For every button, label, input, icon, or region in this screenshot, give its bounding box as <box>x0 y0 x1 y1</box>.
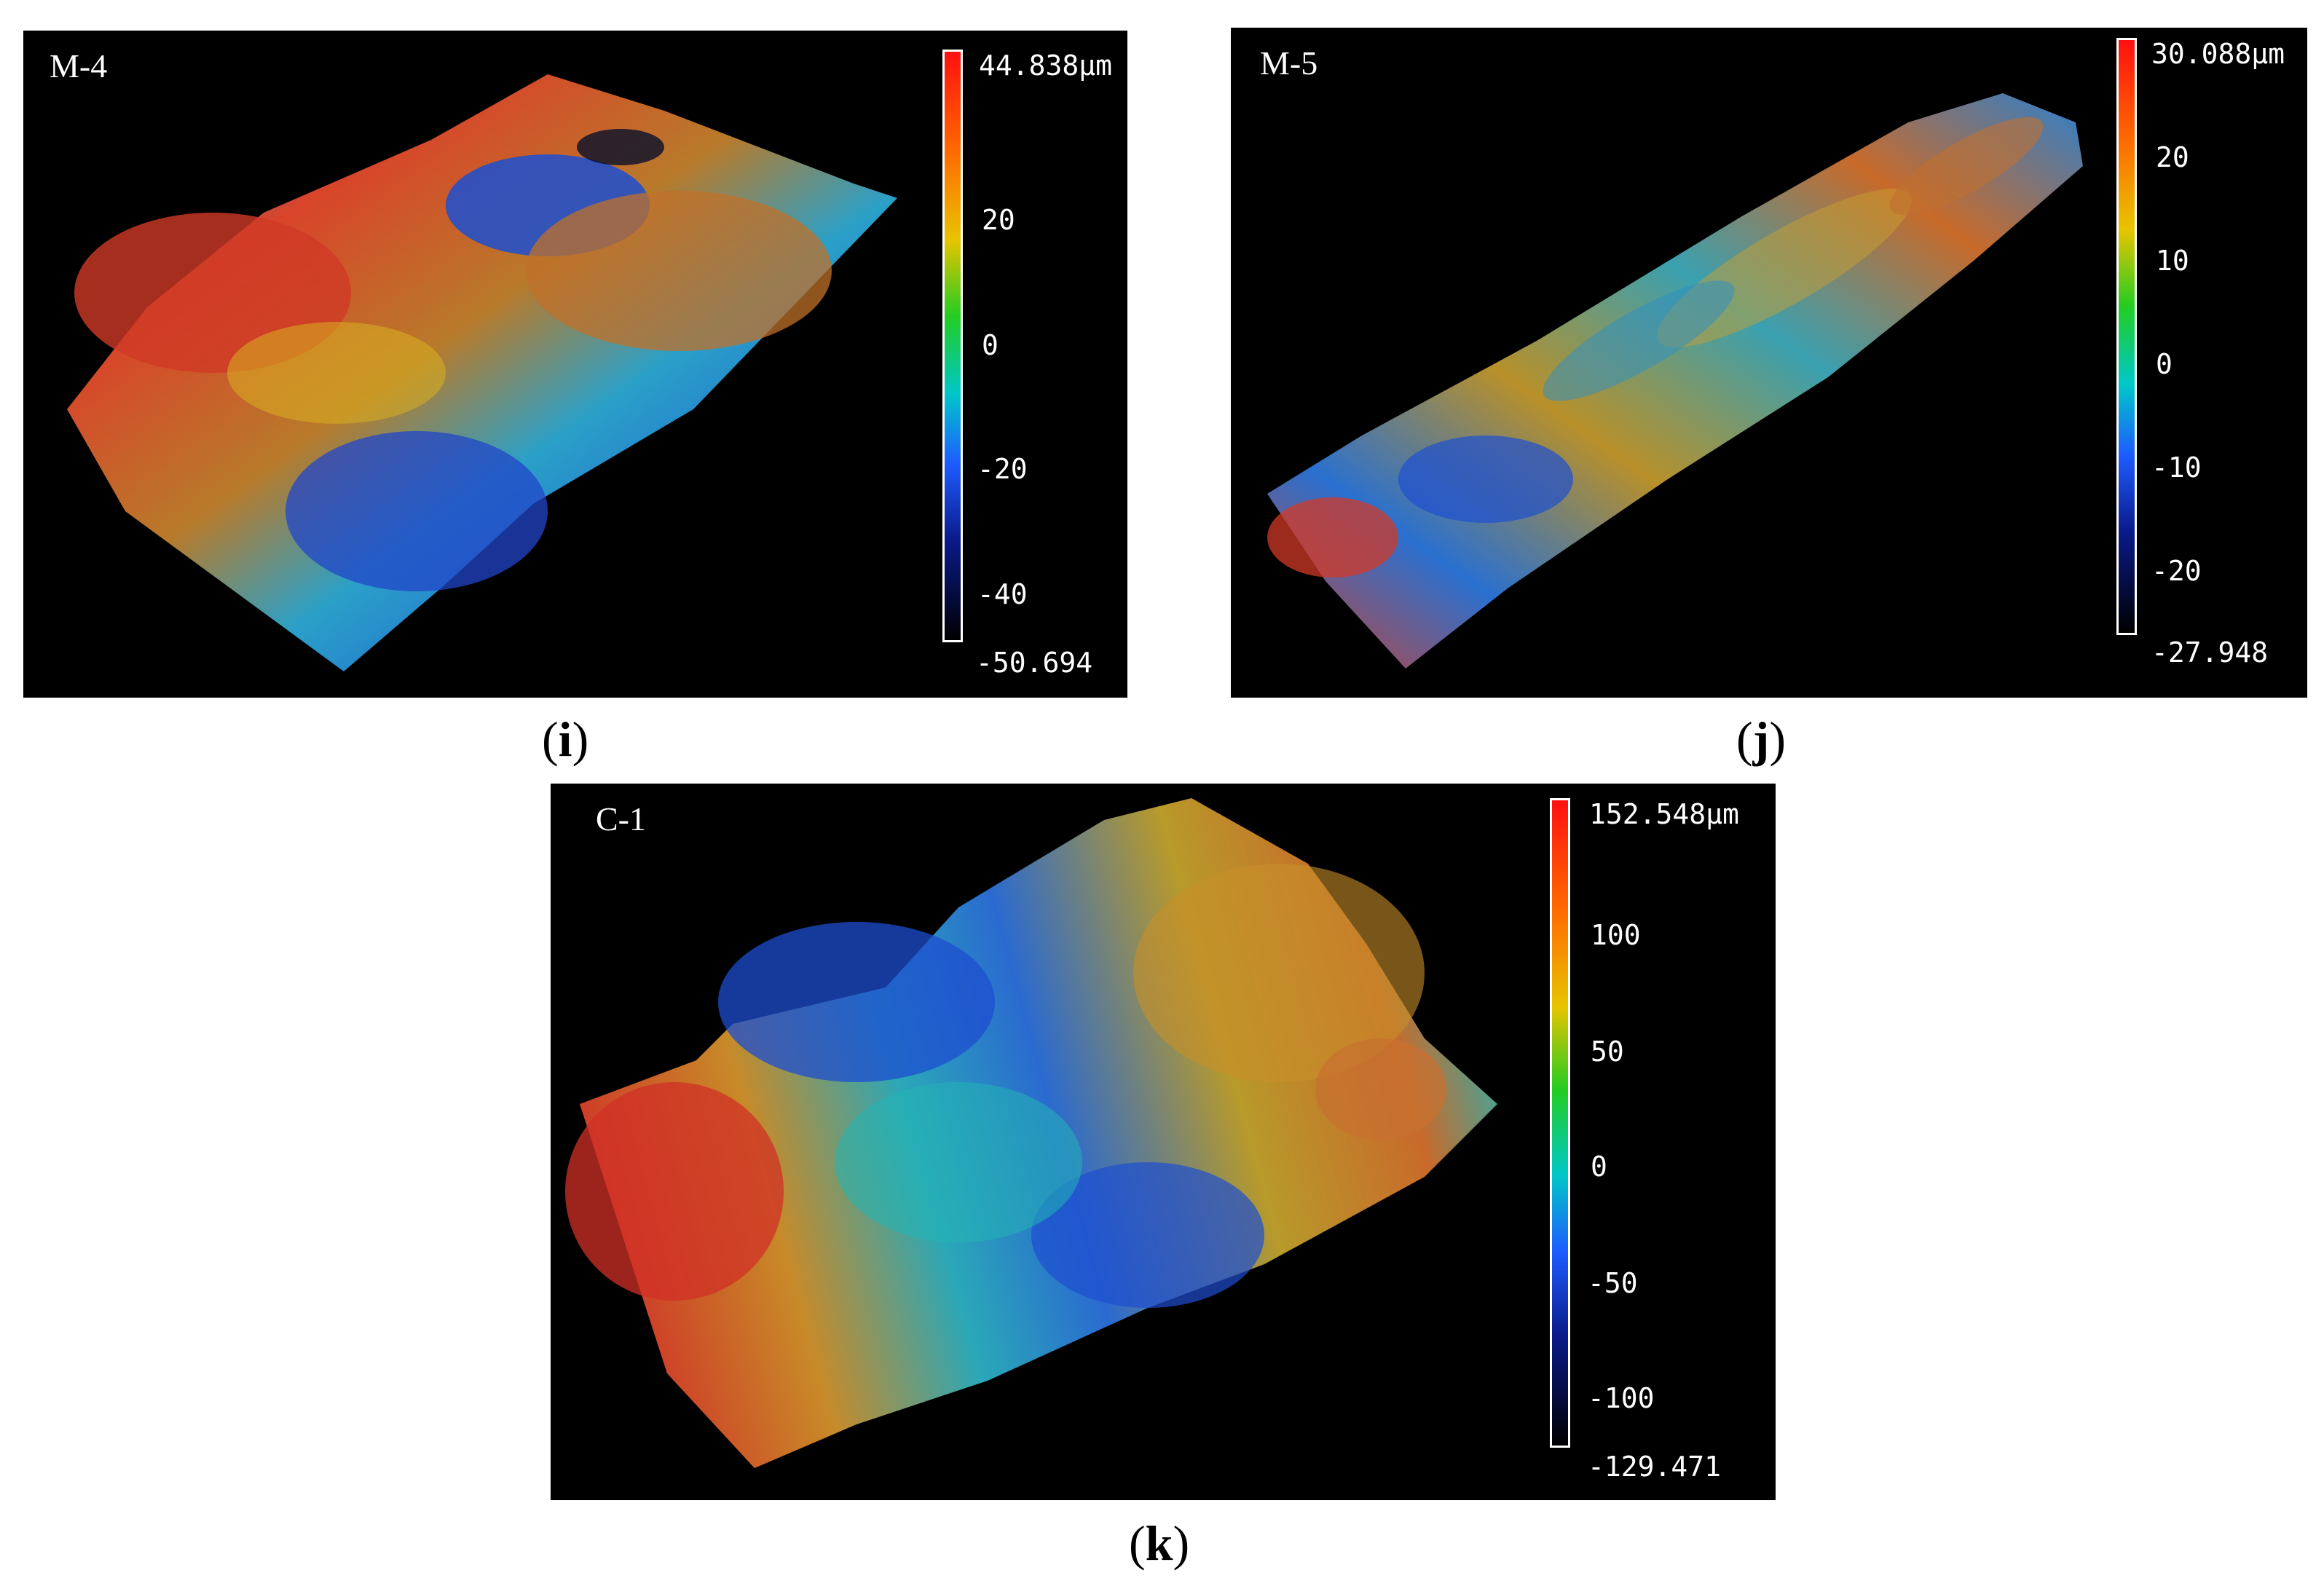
scale-tick-min: -27.948 <box>2151 636 2269 669</box>
surface-3d-map-m4 <box>67 74 897 671</box>
scale-tick: 50 <box>1591 1036 1624 1068</box>
sample-label-m4: M-4 <box>50 47 108 84</box>
scale-tick: 20 <box>2156 141 2189 173</box>
color-scale-bar-c1 <box>1550 798 1570 1448</box>
caption-i: (i) <box>542 711 589 767</box>
surface-3d-map-c1 <box>565 798 1497 1468</box>
surface-panel-m4: M-4 44.838µm 20 0 -20 -40 -50.694 <box>23 31 1127 698</box>
scale-tick: 0 <box>2156 348 2173 380</box>
surface-3d-map-m5 <box>1267 93 2083 669</box>
scale-tick-min: -129.471 <box>1588 1451 1722 1483</box>
caption-k: (k) <box>1129 1515 1190 1571</box>
scale-tick: 100 <box>1591 919 1641 951</box>
scale-tick: -20 <box>2151 555 2202 587</box>
scale-tick-max: 152.548µm <box>1589 798 1739 830</box>
scale-tick: -20 <box>977 453 1028 485</box>
scale-tick-min: -50.694 <box>976 647 1093 679</box>
scale-tick-max: 44.838µm <box>979 50 1113 82</box>
color-scale-bar-m5 <box>2116 38 2137 635</box>
sample-label-m5: M-5 <box>1260 44 1318 82</box>
scale-tick: 0 <box>1591 1151 1607 1183</box>
color-scale-bar-m4 <box>942 50 963 642</box>
caption-j: (j) <box>1736 711 1786 767</box>
sample-label-c1: C-1 <box>596 800 646 837</box>
scale-tick: -10 <box>2151 452 2202 484</box>
scale-tick: -50 <box>1588 1267 1638 1299</box>
scale-tick-max: 30.088µm <box>2151 38 2285 70</box>
surface-panel-m5: M-5 30.088µm 20 10 0 -10 -20 -27.948 <box>1231 28 2307 698</box>
scale-tick: -100 <box>1588 1382 1655 1414</box>
scale-tick: -40 <box>977 578 1028 610</box>
scale-tick: 20 <box>982 204 1015 236</box>
scale-tick: 0 <box>982 329 998 361</box>
scale-tick: 10 <box>2156 245 2189 277</box>
surface-panel-c1: C-1 152.548µm 100 50 0 -50 -100 -129.471 <box>551 784 1776 1500</box>
